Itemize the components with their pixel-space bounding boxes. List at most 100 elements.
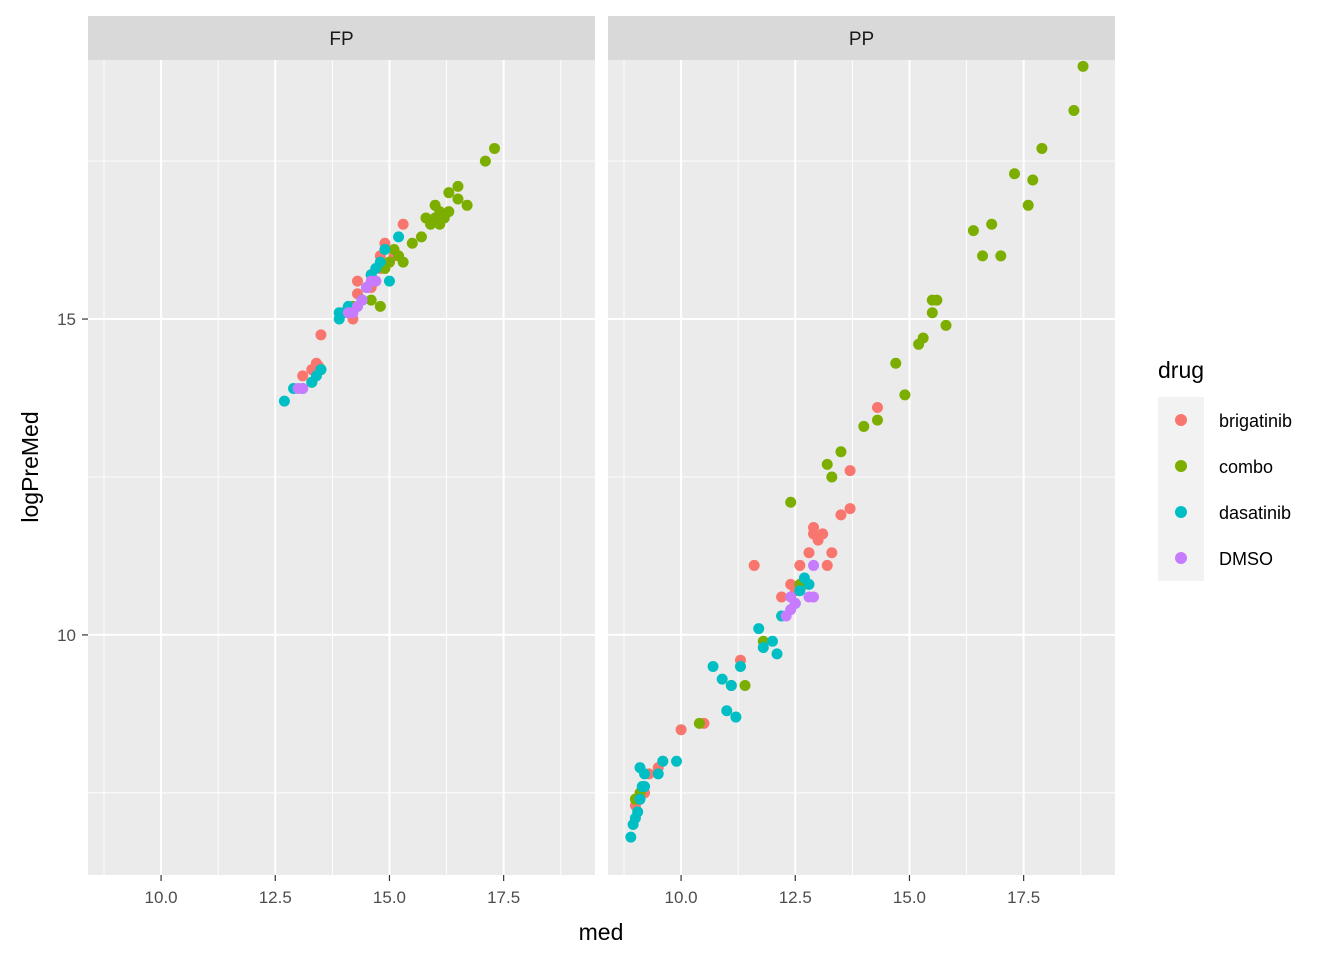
point-fp-dmso (297, 383, 309, 395)
strip-label-fp: FP (329, 29, 353, 50)
x-tick-label: 17.5 (1007, 888, 1040, 907)
point-pp-dasatinib (671, 755, 683, 767)
point-fp-combo (479, 155, 491, 167)
point-fp-brigatinib (397, 218, 409, 230)
y-tick-label: 10 (57, 626, 76, 645)
point-pp-combo (1027, 174, 1039, 186)
point-pp-brigatinib (826, 547, 838, 559)
point-pp-brigatinib (776, 591, 788, 603)
panel-bg-fp (88, 60, 595, 875)
point-fp-combo (415, 231, 427, 243)
points-fp (278, 142, 501, 407)
point-pp-dasatinib (794, 585, 806, 597)
legend-key-dmso (1175, 552, 1187, 564)
point-pp-dasatinib (657, 755, 669, 767)
grid-pp (608, 60, 1115, 875)
point-fp-brigatinib (315, 329, 327, 341)
point-pp-combo (1022, 199, 1034, 211)
legend-label-combo: combo (1219, 457, 1273, 477)
legend-key-combo (1175, 460, 1187, 472)
point-pp-dasatinib (716, 673, 728, 685)
point-pp-combo (986, 218, 998, 230)
point-pp-brigatinib (844, 465, 856, 477)
strip-pp (608, 16, 1115, 60)
point-pp-dasatinib (652, 768, 664, 780)
x-tick-label: 15.0 (893, 888, 926, 907)
point-pp-combo (967, 225, 979, 237)
point-pp-dasatinib (757, 642, 769, 654)
point-pp-combo (871, 414, 883, 426)
points-pp (625, 60, 1089, 843)
x-tick-label: 10.0 (145, 888, 178, 907)
point-pp-combo (1068, 105, 1080, 117)
point-pp-combo (926, 307, 938, 319)
y-axis-title: logPreMed (17, 411, 43, 522)
point-pp-combo (977, 250, 989, 262)
point-pp-dasatinib (803, 578, 815, 590)
point-fp-dasatinib (383, 275, 395, 287)
legend-items: brigatinib combo dasatinib DMSO (1175, 411, 1292, 569)
point-pp-combo (835, 446, 847, 458)
point-fp-combo (374, 300, 386, 312)
panel-fp: FP (88, 16, 595, 875)
point-fp-combo (397, 256, 409, 268)
point-fp-combo (443, 187, 455, 199)
point-fp-combo (489, 142, 501, 154)
y-axis: 10 15 (57, 310, 88, 645)
point-pp-combo (1009, 168, 1021, 180)
x-axis: 10.0 12.5 15.0 17.5 10.0 12.5 15.0 17.5 (145, 875, 1040, 907)
point-pp-dasatinib (634, 793, 646, 805)
point-pp-combo (931, 294, 943, 306)
point-pp-dmso (789, 597, 801, 609)
point-pp-combo (1036, 142, 1048, 154)
point-pp-brigatinib (748, 559, 760, 571)
point-pp-brigatinib (821, 559, 833, 571)
point-fp-dasatinib (278, 395, 290, 407)
point-fp-combo (443, 206, 455, 218)
point-pp-combo (821, 458, 833, 470)
x-axis-title: med (579, 919, 624, 945)
point-pp-combo (995, 250, 1007, 262)
point-pp-dasatinib (625, 831, 637, 843)
point-pp-brigatinib (794, 559, 806, 571)
point-pp-brigatinib (844, 503, 856, 515)
point-pp-dasatinib (725, 679, 737, 691)
legend-key-dasatinib (1175, 506, 1187, 518)
point-pp-combo (785, 496, 797, 508)
point-fp-combo (461, 199, 473, 211)
x-tick-label: 10.0 (665, 888, 698, 907)
strip-fp (88, 16, 595, 60)
legend-key-bg (1158, 397, 1204, 581)
point-fp-combo (383, 256, 395, 268)
x-tick-label: 15.0 (373, 888, 406, 907)
legend: drug brigatinib combo dasatinib DMSO (1158, 357, 1292, 581)
point-fp-combo (452, 180, 464, 192)
panel-pp: PP (608, 16, 1115, 875)
point-pp-dasatinib (730, 711, 742, 723)
legend-label-dmso: DMSO (1219, 549, 1273, 569)
point-pp-brigatinib (817, 528, 829, 540)
point-pp-brigatinib (803, 547, 815, 559)
point-pp-combo (858, 420, 870, 432)
point-fp-dmso (370, 275, 382, 287)
point-pp-brigatinib (675, 724, 687, 736)
point-fp-combo (452, 193, 464, 205)
point-pp-combo (899, 389, 911, 401)
legend-title: drug (1158, 357, 1204, 383)
point-pp-brigatinib (835, 509, 847, 521)
point-pp-dasatinib (734, 661, 746, 673)
point-pp-combo (693, 717, 705, 729)
point-fp-dmso (356, 294, 368, 306)
point-pp-dasatinib (632, 806, 644, 818)
point-pp-dasatinib (707, 661, 719, 673)
point-pp-combo (739, 679, 751, 691)
legend-label-dasatinib: dasatinib (1219, 503, 1291, 523)
point-fp-combo (406, 237, 418, 249)
point-pp-combo (917, 332, 929, 344)
point-fp-dasatinib (374, 256, 386, 268)
point-fp-dasatinib (393, 231, 405, 243)
point-fp-dasatinib (379, 244, 391, 256)
legend-label-brigatinib: brigatinib (1219, 411, 1292, 431)
point-pp-dasatinib (634, 762, 646, 774)
